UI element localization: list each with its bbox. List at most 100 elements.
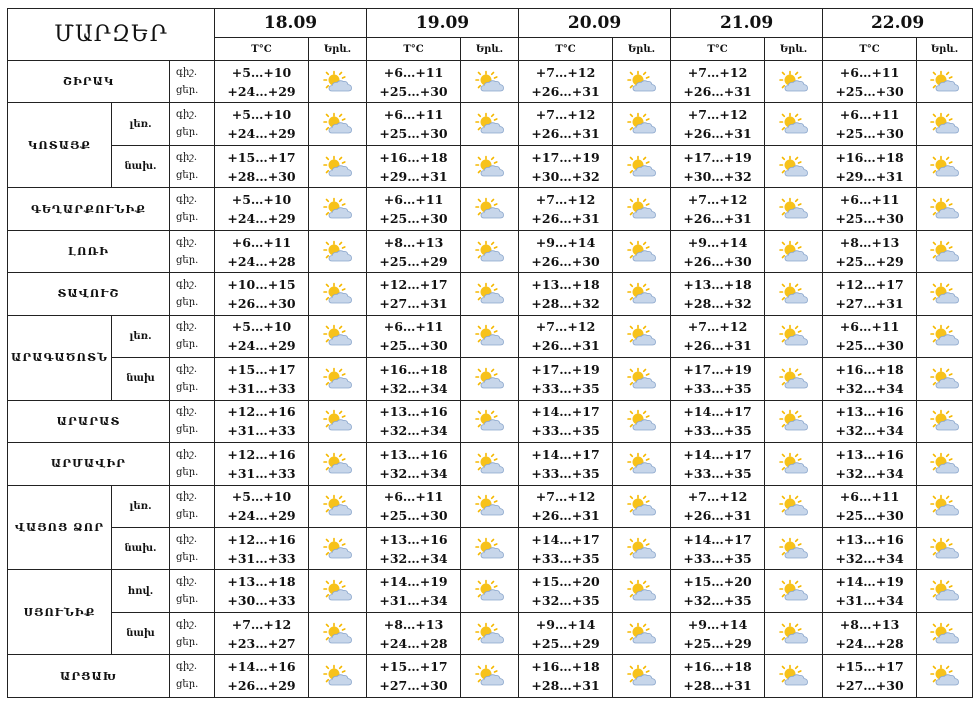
weather-cell — [612, 187, 672, 231]
day-temp: +32…+34 — [379, 380, 448, 396]
temperature-cell: +13…+16 +32…+34 — [822, 442, 918, 486]
region-name: ԳԵՂԱՐՔՈՒՆԻՔ — [7, 187, 170, 231]
night-label: գիշ. — [176, 151, 198, 163]
weather-cell — [307, 654, 368, 698]
weather-column-header: Երև. — [612, 37, 672, 61]
night-temp: +15…+20 — [683, 574, 752, 590]
weather-cell — [460, 654, 520, 698]
partly-cloudy-sun-icon — [613, 367, 670, 391]
night-temp: +7…+12 — [535, 192, 596, 208]
day-temp: +32…+34 — [835, 550, 904, 566]
partly-cloudy-sun-icon — [917, 579, 972, 603]
weather-cell — [307, 611, 368, 656]
time-labels: գիշ. ցեր. — [169, 187, 215, 231]
night-temp: +12…+17 — [379, 276, 448, 292]
region-name: ԿՈՏԱՅՔ — [7, 102, 112, 189]
partly-cloudy-sun-icon — [917, 664, 972, 688]
night-temp: +13…+16 — [835, 446, 904, 462]
partly-cloudy-sun-icon — [309, 622, 366, 646]
temperature-cell: +13…+16 +32…+34 — [822, 399, 918, 444]
time-labels: գիշ. ցեր. — [169, 229, 215, 274]
day-temp: +25…+30 — [379, 338, 448, 354]
time-labels: գիշ. ցեր. — [169, 569, 215, 613]
time-labels: գիշ. ցեր. — [169, 144, 215, 189]
weather-cell — [612, 399, 672, 444]
partly-cloudy-sun-icon — [613, 409, 670, 433]
weather-cell — [307, 526, 368, 571]
temperature-cell: +7…+12 +26…+31 — [518, 59, 614, 104]
table-row: ԱՐՄԱՎԻՐ գիշ. ցեր. +12…+16 +31…+33 +13…+16 +32…… — [7, 442, 974, 486]
night-temp: +14…+16 — [227, 659, 296, 675]
partly-cloudy-sun-icon — [309, 70, 366, 94]
weather-cell — [307, 484, 368, 528]
weather-cell — [916, 314, 974, 359]
day-temp: +25…+30 — [835, 508, 904, 524]
night-temp: +7…+12 — [535, 319, 596, 335]
night-temp: +8…+13 — [839, 234, 900, 250]
temperature-cell: +5…+10 +24…+29 — [214, 314, 309, 359]
day-label: ցեր. — [176, 594, 199, 606]
table-row: ՏԱՎՈՒՇ գիշ. ցեր. +10…+15 +26…+30 +12…+17 +27…+… — [7, 272, 974, 316]
day-temp: +33…+35 — [531, 423, 600, 439]
temperature-cell: +13…+18 +28…+32 — [670, 272, 766, 316]
night-temp: +5…+10 — [231, 192, 292, 208]
partly-cloudy-sun-icon — [765, 537, 822, 561]
temperature-cell: +12…+17 +27…+31 — [822, 272, 918, 316]
temperature-cell: +14…+17 +33…+35 — [670, 526, 766, 571]
partly-cloudy-sun-icon — [917, 367, 972, 391]
day-label: ցեր. — [176, 339, 199, 351]
temperature-cell: +17…+19 +33…+35 — [670, 357, 766, 401]
subregion-label: նախ. — [111, 526, 170, 571]
temperature-cell: +13…+18 +28…+32 — [518, 272, 614, 316]
weather-cell — [916, 611, 974, 656]
day-temp: +30…+32 — [683, 168, 752, 184]
partly-cloudy-sun-icon — [765, 282, 822, 306]
temperature-cell: +13…+16 +32…+34 — [366, 442, 462, 486]
temperature-cell: +7…+12 +23…+27 — [214, 611, 309, 656]
partly-cloudy-sun-icon — [613, 240, 670, 264]
day-temp: +32…+34 — [835, 380, 904, 396]
night-temp: +5…+10 — [231, 107, 292, 123]
region-name: ԱՐԱՐԱՏ — [7, 399, 170, 444]
day-temp: +24…+29 — [227, 83, 296, 99]
table-title: ՄԱՐԶԵՐ — [7, 8, 215, 61]
temperature-cell: +12…+16 +31…+33 — [214, 526, 309, 571]
night-temp: +15…+17 — [835, 659, 904, 675]
day-temp: +32…+34 — [379, 550, 448, 566]
weather-cell — [612, 144, 672, 189]
subregion-label: լեռ. — [111, 484, 170, 528]
night-temp: +14…+17 — [531, 446, 600, 462]
subregion-label: լեռ. — [111, 102, 170, 146]
temperature-cell: +16…+18 +29…+31 — [366, 144, 462, 189]
weather-cell — [307, 272, 368, 316]
temperature-cell: +16…+18 +28…+31 — [518, 654, 614, 698]
weather-cell — [460, 569, 520, 613]
day-temp: +31…+34 — [835, 593, 904, 609]
weather-cell — [460, 272, 520, 316]
day-temp: +28…+31 — [531, 678, 600, 694]
day-label: ցեր. — [176, 551, 199, 563]
night-temp: +7…+12 — [231, 616, 292, 632]
temperature-cell: +9…+14 +26…+30 — [670, 229, 766, 274]
day-label: ցեր. — [176, 381, 199, 393]
day-temp: +30…+32 — [531, 168, 600, 184]
temperature-cell: +13…+16 +32…+34 — [366, 526, 462, 571]
day-temp: +33…+35 — [531, 550, 600, 566]
day-temp: +25…+30 — [379, 211, 448, 227]
day-temp: +25…+30 — [835, 83, 904, 99]
weather-cell — [307, 144, 368, 189]
table-row: ԳԵՂԱՐՔՈՒՆԻՔ գիշ. ցեր. +5…+10 +24…+29 +6…+11 +2… — [7, 187, 974, 231]
weather-column-header: Երև. — [460, 37, 520, 61]
partly-cloudy-sun-icon — [613, 664, 670, 688]
date-header: 18.09 — [213, 8, 368, 38]
temperature-cell: +6…+11 +25…+30 — [366, 314, 462, 359]
day-temp: +32…+35 — [683, 593, 752, 609]
partly-cloudy-sun-icon — [309, 197, 366, 221]
partly-cloudy-sun-icon — [309, 494, 366, 518]
subregion-label: լեռ. — [111, 314, 170, 359]
night-temp: +8…+13 — [383, 616, 444, 632]
temperature-cell: +12…+16 +31…+33 — [214, 442, 309, 486]
night-temp: +16…+18 — [379, 149, 448, 165]
day-temp: +25…+30 — [835, 211, 904, 227]
weather-cell — [916, 442, 974, 486]
